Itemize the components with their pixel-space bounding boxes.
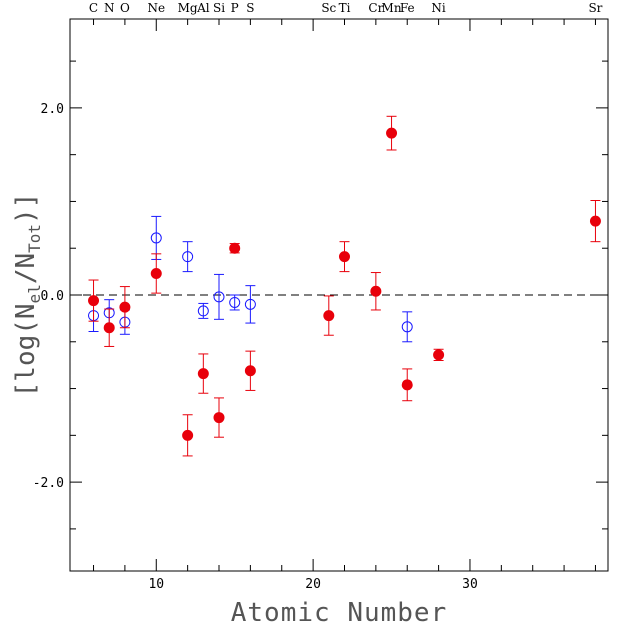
- element-label: Ni: [431, 1, 446, 15]
- y-tick-label: 0.0: [41, 289, 64, 304]
- data-point-filled: [197, 368, 209, 380]
- data-point-filled: [244, 365, 256, 377]
- element-label: S: [246, 1, 254, 15]
- data-point-filled: [386, 127, 398, 139]
- element-label: O: [120, 1, 130, 15]
- x-tick-label: 30: [462, 577, 478, 592]
- y-axis-title-part2: /N: [11, 253, 41, 284]
- y-tick-label: -2.0: [33, 476, 64, 491]
- data-point-filled: [338, 251, 350, 263]
- data-point-open: [182, 251, 194, 263]
- x-tick-label: 10: [148, 577, 164, 592]
- data-point-open: [244, 298, 256, 310]
- axis-ticks: [70, 19, 608, 571]
- y-axis-title-sub2: Tot: [25, 224, 44, 253]
- data-point-filled: [88, 295, 100, 307]
- y-axis-title: [log(Nel/NTot)]: [11, 193, 44, 398]
- data-point-filled: [433, 349, 445, 361]
- data-point-filled: [323, 310, 335, 322]
- data-point-open: [401, 321, 413, 333]
- tick-labels: 10 20 30 2.0 0.0 -2.0: [33, 102, 478, 592]
- series-filled: [88, 115, 601, 457]
- series-open: [88, 215, 413, 343]
- data-point-filled: [589, 215, 601, 227]
- data-point-filled: [150, 267, 162, 279]
- y-tick-label: 2.0: [41, 102, 64, 117]
- x-tick-label: 20: [305, 577, 321, 592]
- element-label: Mg: [178, 1, 198, 15]
- element-label: Al: [196, 1, 210, 15]
- element-label: Sc: [321, 1, 336, 15]
- data-point-filled: [229, 242, 241, 254]
- data-point-filled: [213, 412, 225, 424]
- data-point-filled: [119, 301, 131, 313]
- y-axis-title-sub1: el: [25, 284, 44, 303]
- data-point-open: [197, 305, 209, 317]
- y-axis-title-part3: )]: [11, 193, 41, 224]
- data-point-open: [213, 291, 225, 303]
- data-point-filled: [103, 322, 115, 334]
- element-label: Mn: [382, 1, 402, 15]
- element-label: Ti: [339, 1, 351, 15]
- element-label: Cr: [368, 1, 383, 15]
- data-point-filled: [370, 285, 382, 297]
- element-label: Sr: [588, 1, 602, 15]
- data-point-open: [229, 296, 241, 308]
- data-point-filled: [401, 379, 413, 391]
- element-label: Si: [213, 1, 225, 15]
- element-label: N: [104, 1, 115, 15]
- data-point-open: [150, 232, 162, 244]
- data-marks: [88, 115, 601, 457]
- element-label: P: [231, 1, 239, 15]
- x-axis-title: Atomic Number: [231, 598, 448, 624]
- element-label: C: [89, 1, 98, 15]
- element-label: Ne: [147, 1, 165, 15]
- element-label: Fe: [400, 1, 415, 15]
- y-axis-title-part1: [log(N: [11, 303, 41, 397]
- data-point-filled: [182, 429, 194, 441]
